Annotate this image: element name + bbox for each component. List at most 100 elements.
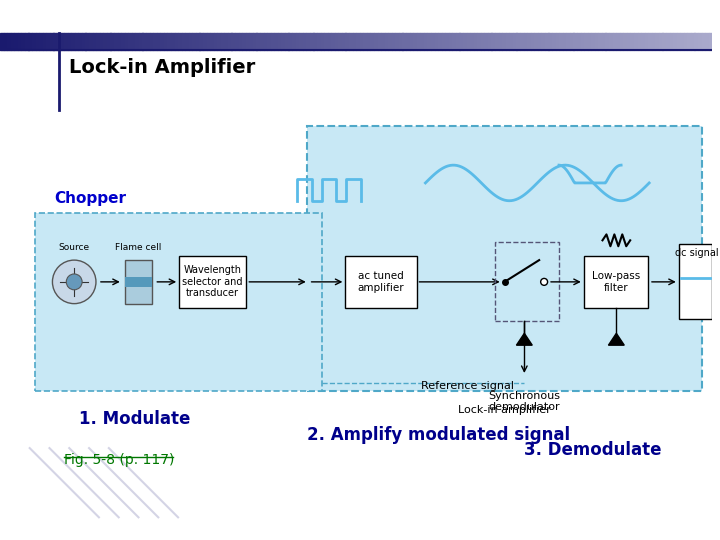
Bar [666, 32, 670, 50]
Bar [538, 32, 541, 50]
Bar [328, 32, 331, 50]
Bar [395, 32, 399, 50]
Text: Source: Source [58, 243, 90, 252]
Text: Chopper: Chopper [55, 191, 127, 206]
Bar [616, 32, 620, 50]
Bar [505, 32, 509, 50]
Bar [631, 32, 634, 50]
Bar [313, 32, 317, 50]
Bar [417, 32, 420, 50]
Bar [516, 32, 520, 50]
Bar [199, 32, 203, 50]
Bar [93, 32, 96, 50]
Bar [410, 32, 413, 50]
Bar [620, 32, 624, 50]
Bar [698, 32, 702, 50]
Bar [174, 32, 178, 50]
Bar [580, 32, 584, 50]
Bar [577, 32, 580, 50]
Bar [125, 277, 153, 287]
Bar [602, 32, 606, 50]
Bar [117, 32, 121, 50]
Bar [96, 32, 100, 50]
Bar [285, 32, 289, 50]
Bar [499, 32, 503, 50]
Bar [392, 32, 395, 50]
Bar [370, 32, 374, 50]
FancyBboxPatch shape [679, 244, 712, 320]
Bar [541, 32, 545, 50]
Bar [128, 32, 132, 50]
Bar [677, 32, 680, 50]
Circle shape [53, 260, 96, 303]
Bar [4, 32, 7, 50]
Bar [157, 32, 161, 50]
Bar [495, 32, 499, 50]
Bar [598, 32, 602, 50]
Text: Flame cell: Flame cell [115, 243, 162, 252]
Bar [125, 260, 153, 303]
Bar [673, 32, 677, 50]
Bar [317, 32, 320, 50]
Bar [60, 32, 64, 50]
Circle shape [66, 274, 82, 290]
Bar [78, 32, 82, 50]
Bar [399, 32, 402, 50]
Bar [377, 32, 381, 50]
Bar [89, 32, 93, 50]
Bar [221, 32, 225, 50]
Bar [53, 32, 57, 50]
Bar [121, 32, 125, 50]
Bar [485, 32, 488, 50]
Bar [691, 32, 695, 50]
Bar [584, 32, 588, 50]
Bar [523, 32, 527, 50]
Bar [627, 32, 631, 50]
Bar [228, 32, 232, 50]
Bar [217, 32, 221, 50]
Bar [11, 32, 14, 50]
Polygon shape [516, 333, 532, 345]
Bar [125, 32, 128, 50]
Bar [68, 32, 71, 50]
Bar [235, 32, 239, 50]
Bar [708, 32, 712, 50]
Bar [470, 32, 474, 50]
Bar [434, 32, 438, 50]
Bar [641, 32, 644, 50]
Bar [449, 32, 452, 50]
Bar [324, 32, 328, 50]
Bar [100, 32, 104, 50]
Polygon shape [608, 333, 624, 345]
Bar [260, 32, 264, 50]
Bar [424, 32, 428, 50]
Bar [282, 32, 285, 50]
Bar [161, 32, 164, 50]
Bar [203, 32, 207, 50]
Bar [50, 32, 53, 50]
Bar [253, 32, 256, 50]
Text: Low-pass
filter: Low-pass filter [593, 271, 641, 293]
Bar [139, 32, 143, 50]
Bar [688, 32, 691, 50]
Bar [306, 32, 310, 50]
Bar [701, 32, 706, 50]
Bar [559, 32, 563, 50]
Bar [181, 32, 185, 50]
Bar [39, 32, 42, 50]
Text: 2. Amplify modulated signal: 2. Amplify modulated signal [307, 426, 570, 444]
Bar [549, 32, 552, 50]
Bar [588, 32, 591, 50]
Bar [110, 32, 114, 50]
Text: Reference signal: Reference signal [421, 381, 515, 391]
Bar [338, 32, 342, 50]
Bar [86, 32, 89, 50]
Bar [374, 32, 377, 50]
FancyBboxPatch shape [346, 256, 416, 308]
Bar [509, 32, 513, 50]
Bar [232, 32, 235, 50]
Bar [264, 32, 267, 50]
Bar [552, 32, 556, 50]
Bar [481, 32, 485, 50]
FancyBboxPatch shape [584, 256, 649, 308]
